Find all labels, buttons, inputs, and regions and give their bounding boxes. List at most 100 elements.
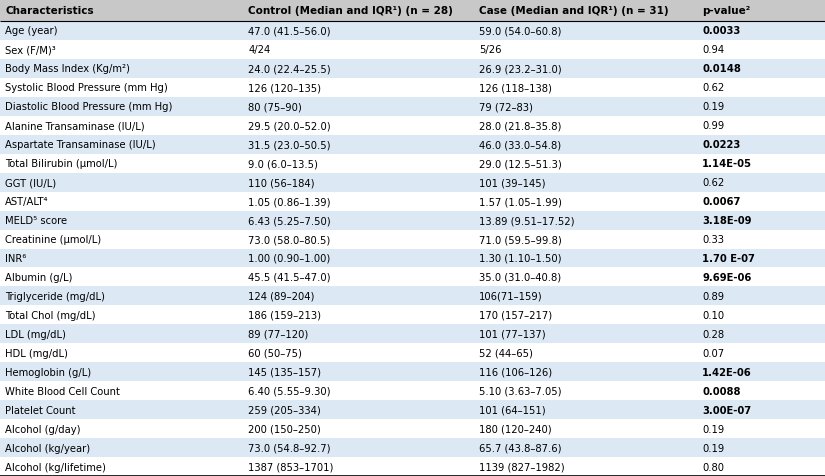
Text: 26.9 (23.2–31.0): 26.9 (23.2–31.0) (479, 64, 562, 74)
Text: 0.0033: 0.0033 (702, 27, 740, 36)
Bar (0, 344, 825, 363)
Text: 126 (120–135): 126 (120–135) (248, 83, 322, 93)
Text: Alanine Transaminase (IU/L): Alanine Transaminase (IU/L) (5, 121, 144, 131)
Text: Total Bilirubin (μmol/L): Total Bilirubin (μmol/L) (5, 159, 117, 169)
Text: Total Chol (mg/dL): Total Chol (mg/dL) (5, 310, 96, 320)
Bar (0, 60, 825, 79)
Bar (0, 0, 825, 22)
Text: 35.0 (31.0–40.8): 35.0 (31.0–40.8) (479, 272, 562, 282)
Text: 60 (50–75): 60 (50–75) (248, 348, 302, 358)
Text: 29.0 (12.5–51.3): 29.0 (12.5–51.3) (479, 159, 562, 169)
Text: 0.62: 0.62 (702, 83, 724, 93)
Text: 79 (72–83): 79 (72–83) (479, 102, 533, 112)
Text: 29.5 (20.0–52.0): 29.5 (20.0–52.0) (248, 121, 331, 131)
Text: AST/ALT⁴: AST/ALT⁴ (5, 197, 49, 207)
Bar (0, 211, 825, 230)
Bar (0, 325, 825, 344)
Text: 106(71–159): 106(71–159) (479, 291, 543, 301)
Text: 124 (89–204): 124 (89–204) (248, 291, 315, 301)
Text: 47.0 (41.5–56.0): 47.0 (41.5–56.0) (248, 27, 331, 36)
Text: 9.69E-06: 9.69E-06 (702, 272, 752, 282)
Bar (0, 192, 825, 211)
Text: 6.40 (5.55–9.30): 6.40 (5.55–9.30) (248, 386, 331, 396)
Text: Creatinine (μmol/L): Creatinine (μmol/L) (5, 235, 101, 245)
Text: 0.28: 0.28 (702, 329, 724, 339)
Text: White Blood Cell Count: White Blood Cell Count (5, 386, 120, 396)
Text: 101 (39–145): 101 (39–145) (479, 178, 546, 188)
Bar (0, 136, 825, 154)
Text: 145 (135–157): 145 (135–157) (248, 367, 322, 377)
Text: HDL (mg/dL): HDL (mg/dL) (5, 348, 68, 358)
Text: 5/26: 5/26 (479, 45, 502, 55)
Text: INR⁶: INR⁶ (5, 253, 26, 263)
Text: 200 (150–250): 200 (150–250) (248, 424, 321, 434)
Bar (0, 419, 825, 438)
Text: 45.5 (41.5–47.0): 45.5 (41.5–47.0) (248, 272, 331, 282)
Text: 24.0 (22.4–25.5): 24.0 (22.4–25.5) (248, 64, 331, 74)
Bar (0, 79, 825, 98)
Bar (0, 98, 825, 117)
Text: Systolic Blood Pressure (mm Hg): Systolic Blood Pressure (mm Hg) (5, 83, 167, 93)
Text: Aspartate Transaminase (IU/L): Aspartate Transaminase (IU/L) (5, 140, 156, 150)
Bar (0, 173, 825, 192)
Bar (0, 363, 825, 381)
Text: 46.0 (33.0–54.8): 46.0 (33.0–54.8) (479, 140, 562, 150)
Text: 170 (157–217): 170 (157–217) (479, 310, 553, 320)
Text: 126 (118–138): 126 (118–138) (479, 83, 552, 93)
Text: 4/24: 4/24 (248, 45, 271, 55)
Text: 3.00E-07: 3.00E-07 (702, 405, 752, 415)
Text: Hemoglobin (g/L): Hemoglobin (g/L) (5, 367, 91, 377)
Bar (0, 230, 825, 249)
Bar (0, 249, 825, 268)
Bar (0, 287, 825, 306)
Text: Alcohol (kg/year): Alcohol (kg/year) (5, 443, 90, 453)
Text: 0.07: 0.07 (702, 348, 724, 358)
Text: 6.43 (5.25–7.50): 6.43 (5.25–7.50) (248, 216, 331, 226)
Text: 1.57 (1.05–1.99): 1.57 (1.05–1.99) (479, 197, 563, 207)
Text: 13.89 (9.51–17.52): 13.89 (9.51–17.52) (479, 216, 575, 226)
Bar (0, 154, 825, 173)
Text: 116 (106–126): 116 (106–126) (479, 367, 553, 377)
Text: 89 (77–120): 89 (77–120) (248, 329, 309, 339)
Text: 71.0 (59.5–99.8): 71.0 (59.5–99.8) (479, 235, 562, 245)
Text: 1.42E-06: 1.42E-06 (702, 367, 752, 377)
Text: Case (Median and IQR¹) (n = 31): Case (Median and IQR¹) (n = 31) (479, 6, 669, 16)
Bar (0, 22, 825, 41)
Text: 0.0223: 0.0223 (702, 140, 740, 150)
Text: Platelet Count: Platelet Count (5, 405, 76, 415)
Text: p-value²: p-value² (702, 6, 751, 16)
Text: 9.0 (6.0–13.5): 9.0 (6.0–13.5) (248, 159, 318, 169)
Text: 28.0 (21.8–35.8): 28.0 (21.8–35.8) (479, 121, 562, 131)
Text: LDL (mg/dL): LDL (mg/dL) (5, 329, 66, 339)
Text: 0.33: 0.33 (702, 235, 724, 245)
Text: 0.94: 0.94 (702, 45, 724, 55)
Text: Triglyceride (mg/dL): Triglyceride (mg/dL) (5, 291, 105, 301)
Text: 0.99: 0.99 (702, 121, 724, 131)
Bar (0, 457, 825, 476)
Text: Diastolic Blood Pressure (mm Hg): Diastolic Blood Pressure (mm Hg) (5, 102, 172, 112)
Bar (0, 117, 825, 136)
Text: 73.0 (54.8–92.7): 73.0 (54.8–92.7) (248, 443, 331, 453)
Text: 0.19: 0.19 (702, 443, 724, 453)
Text: 1.30 (1.10–1.50): 1.30 (1.10–1.50) (479, 253, 562, 263)
Bar (0, 400, 825, 419)
Text: 101 (77–137): 101 (77–137) (479, 329, 546, 339)
Text: GGT (IU/L): GGT (IU/L) (5, 178, 56, 188)
Text: 80 (75–90): 80 (75–90) (248, 102, 302, 112)
Text: 0.80: 0.80 (702, 462, 724, 472)
Text: 0.19: 0.19 (702, 102, 724, 112)
Text: 0.0088: 0.0088 (702, 386, 741, 396)
Text: Sex (F/M)³: Sex (F/M)³ (5, 45, 56, 55)
Text: 0.10: 0.10 (702, 310, 724, 320)
Bar (0, 41, 825, 60)
Text: 5.10 (3.63–7.05): 5.10 (3.63–7.05) (479, 386, 562, 396)
Text: MELD⁵ score: MELD⁵ score (5, 216, 67, 226)
Text: 1387 (853–1701): 1387 (853–1701) (248, 462, 334, 472)
Text: 65.7 (43.8–87.6): 65.7 (43.8–87.6) (479, 443, 562, 453)
Text: 0.89: 0.89 (702, 291, 724, 301)
Text: 180 (120–240): 180 (120–240) (479, 424, 552, 434)
Text: 1139 (827–1982): 1139 (827–1982) (479, 462, 565, 472)
Text: 1.05 (0.86–1.39): 1.05 (0.86–1.39) (248, 197, 331, 207)
Bar (0, 268, 825, 287)
Text: Albumin (g/L): Albumin (g/L) (5, 272, 73, 282)
